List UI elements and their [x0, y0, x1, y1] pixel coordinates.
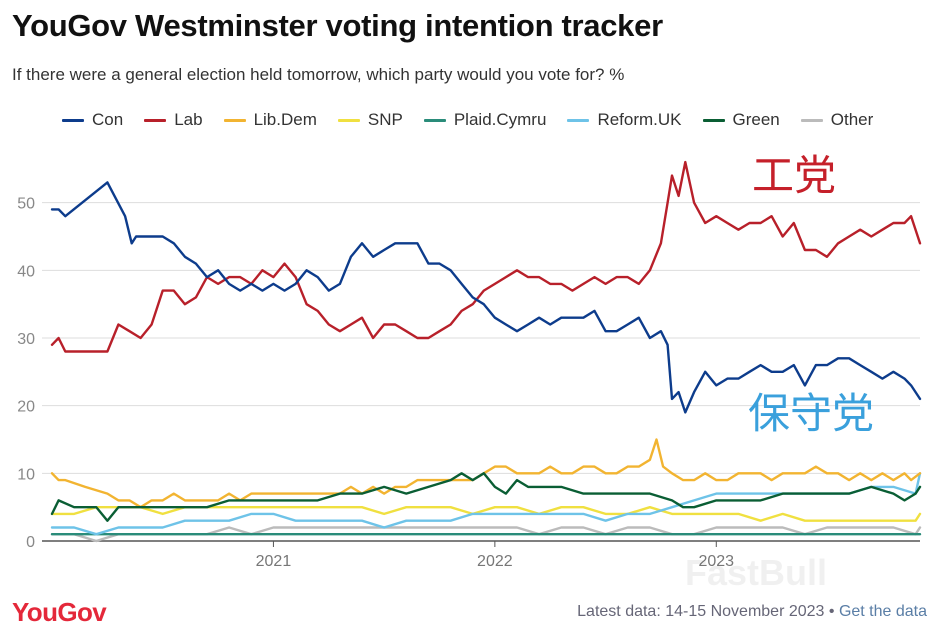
legend-label: Green — [732, 110, 780, 129]
legend-swatch — [702, 118, 725, 122]
legend-item-green: Green — [702, 110, 780, 130]
y-tick-label: 30 — [17, 331, 35, 348]
y-tick-label: 50 — [17, 196, 35, 213]
legend-label: Lab — [174, 110, 203, 129]
legend-swatch — [223, 118, 246, 122]
page-subtitle: If there were a general election held to… — [12, 65, 625, 84]
latest-data-text: Latest data: 14-15 November 2023 • — [577, 603, 835, 620]
chart-legend: Con Lab Lib.Dem SNP Plaid.Cymru Reform.UK Gree… — [62, 110, 894, 130]
legend-item-lab: Lab — [144, 110, 203, 130]
conservative-annotation: 保守党 — [748, 389, 874, 438]
legend-swatch — [423, 118, 446, 122]
legend-item-plaid-cymru: Plaid.Cymru — [423, 110, 547, 130]
legend-label: Lib.Dem — [253, 110, 317, 129]
x-tick-label: 2021 — [256, 553, 292, 570]
legend-label: Other — [830, 110, 874, 129]
x-tick-label: 2023 — [698, 553, 734, 570]
legend-item-reform-uk: Reform.UK — [567, 110, 682, 130]
x-tick-label: 2022 — [477, 553, 513, 570]
legend-label: Plaid.Cymru — [453, 110, 547, 129]
legend-swatch — [337, 118, 360, 122]
y-tick-label: 40 — [17, 263, 35, 280]
series-line-lab — [50, 160, 922, 353]
legend-item-con: Con — [62, 110, 123, 130]
watermark: FastBull — [685, 552, 827, 593]
legend-swatch — [800, 118, 823, 122]
footer-note: Latest data: 14-15 November 2023 • Get t… — [577, 603, 927, 621]
page-title: YouGov Westminster voting intention trac… — [12, 8, 663, 43]
legend-swatch — [567, 118, 590, 122]
legend-item-lib-dem: Lib.Dem — [223, 110, 317, 130]
legend-item-snp: SNP — [337, 110, 403, 130]
legend-label: Reform.UK — [597, 110, 682, 129]
legend-swatch — [62, 118, 84, 122]
legend-label: Con — [92, 110, 124, 129]
y-tick-label: 0 — [26, 534, 35, 551]
legend-swatch — [144, 118, 167, 122]
yougov-logo: YouGov — [12, 597, 107, 627]
series-line-reform-uk — [50, 472, 922, 536]
legend-label: SNP — [367, 110, 403, 129]
y-tick-label: 10 — [17, 466, 35, 483]
series-line-lib-dem — [50, 438, 922, 509]
labour-annotation: 工党 — [752, 151, 836, 200]
y-tick-label: 20 — [17, 399, 35, 416]
series-line-green — [50, 472, 922, 522]
get-data-link[interactable]: Get the data — [838, 603, 927, 620]
series-line-con — [50, 181, 922, 414]
legend-item-other: Other — [800, 110, 874, 130]
